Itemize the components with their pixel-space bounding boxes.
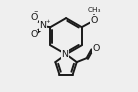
Text: O: O [30,30,37,39]
Text: CH₃: CH₃ [87,7,101,13]
Text: N: N [62,50,69,59]
Text: N: N [39,22,46,30]
Text: O: O [90,16,98,25]
Text: O: O [30,13,38,22]
Text: −: − [33,9,38,14]
Text: O: O [92,44,100,53]
Text: +: + [46,19,50,24]
